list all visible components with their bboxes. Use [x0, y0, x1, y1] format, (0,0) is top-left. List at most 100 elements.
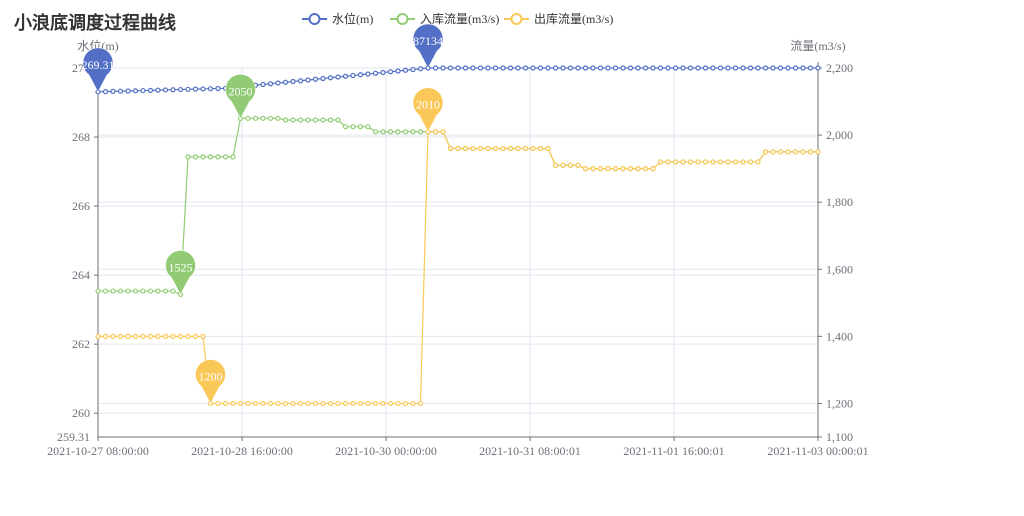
data-point	[327, 400, 334, 407]
data-point	[162, 288, 169, 294]
data-point	[387, 69, 394, 75]
data-point	[365, 400, 371, 407]
x-axis-tick-label: 2021-10-31 08:00:01	[479, 444, 581, 458]
data-point	[462, 145, 469, 152]
data-point	[380, 129, 386, 135]
data-point	[717, 159, 724, 165]
data-point	[207, 154, 214, 160]
data-point	[522, 65, 529, 71]
right-axis-tick-label: 1,800	[826, 195, 853, 209]
data-point	[372, 70, 379, 76]
legend-symbol	[510, 13, 523, 25]
left-axis-tick-label: 264	[72, 268, 90, 282]
data-point	[155, 288, 161, 294]
axes: 260262264266268270259.31水位(m)1,1001,2001…	[47, 38, 868, 458]
data-point	[237, 400, 244, 407]
legend-label: 入库流量(m3/s)	[420, 11, 499, 26]
data-point	[417, 129, 424, 135]
data-point	[117, 333, 124, 339]
data-point	[717, 65, 724, 71]
data-point	[747, 65, 754, 71]
data-point	[335, 400, 341, 407]
data-point	[440, 65, 446, 71]
data-point	[327, 75, 334, 81]
data-point	[95, 288, 101, 294]
data-point	[695, 159, 701, 165]
data-point	[627, 166, 634, 172]
data-point	[132, 333, 139, 339]
data-point	[140, 333, 146, 339]
marker-pin-label: 87134	[413, 34, 443, 48]
data-point	[185, 154, 191, 160]
data-point	[605, 166, 611, 172]
data-point	[185, 333, 191, 339]
data-point	[305, 77, 311, 83]
data-point	[192, 154, 199, 160]
data-point	[260, 400, 266, 407]
data-point	[545, 145, 551, 152]
data-point	[215, 400, 221, 407]
data-point	[537, 145, 544, 152]
data-point	[200, 154, 206, 160]
legend-item[interactable]: 水位(m)	[302, 11, 373, 26]
data-point	[125, 88, 131, 94]
legend-item[interactable]: 入库流量(m3/s)	[390, 11, 499, 26]
data-point	[672, 65, 679, 71]
data-point	[410, 129, 416, 135]
data-point	[320, 400, 326, 407]
marker-pin-label: 2050	[229, 84, 253, 98]
legend-item[interactable]: 出库流量(m3/s)	[504, 11, 613, 26]
data-point	[222, 400, 229, 407]
data-point	[762, 65, 769, 71]
data-point	[177, 86, 184, 93]
data-point	[650, 166, 656, 172]
marker-pin: 2010	[412, 87, 444, 133]
data-point	[357, 124, 364, 130]
data-point	[650, 65, 656, 71]
data-point	[132, 288, 139, 294]
data-point	[755, 65, 761, 71]
data-point	[620, 166, 626, 172]
data-point	[477, 65, 484, 71]
marker-pin: 1200	[195, 359, 226, 404]
data-point	[147, 333, 154, 339]
data-point	[357, 72, 364, 78]
data-point	[537, 65, 544, 71]
data-point	[335, 74, 341, 80]
data-point	[590, 166, 596, 172]
marker-pin-shape	[165, 250, 196, 295]
data-point	[635, 166, 641, 172]
marker-pin-shape	[195, 359, 226, 404]
data-point	[162, 333, 169, 339]
data-point	[552, 65, 559, 71]
data-point	[447, 145, 454, 152]
data-point	[215, 85, 221, 92]
right-axis-tick-label: 1,600	[826, 262, 853, 276]
data-point	[320, 117, 326, 123]
data-point	[267, 115, 274, 121]
marker-pin-shape	[412, 23, 444, 69]
marker-pin: 269.31	[82, 47, 115, 93]
data-point	[567, 162, 574, 168]
data-point	[110, 333, 116, 339]
x-axis-tick-label: 2021-10-27 08:00:00	[47, 444, 149, 458]
data-point	[815, 149, 821, 155]
data-point	[350, 124, 356, 130]
data-point	[267, 400, 274, 407]
data-point	[215, 154, 221, 160]
marker-pin-shape	[225, 74, 256, 119]
data-point	[785, 149, 791, 155]
marker-pin-shape	[412, 87, 444, 133]
data-point	[432, 129, 439, 135]
data-point	[807, 149, 814, 155]
data-point	[185, 86, 191, 92]
data-point	[582, 65, 589, 71]
data-point	[117, 88, 124, 94]
series-line	[97, 67, 818, 93]
data-point	[230, 154, 236, 160]
data-point	[342, 73, 349, 79]
right-axis-title: 流量(m3/s)	[790, 39, 845, 53]
data-point	[222, 154, 229, 160]
data-point	[252, 400, 259, 407]
data-point	[665, 65, 671, 71]
